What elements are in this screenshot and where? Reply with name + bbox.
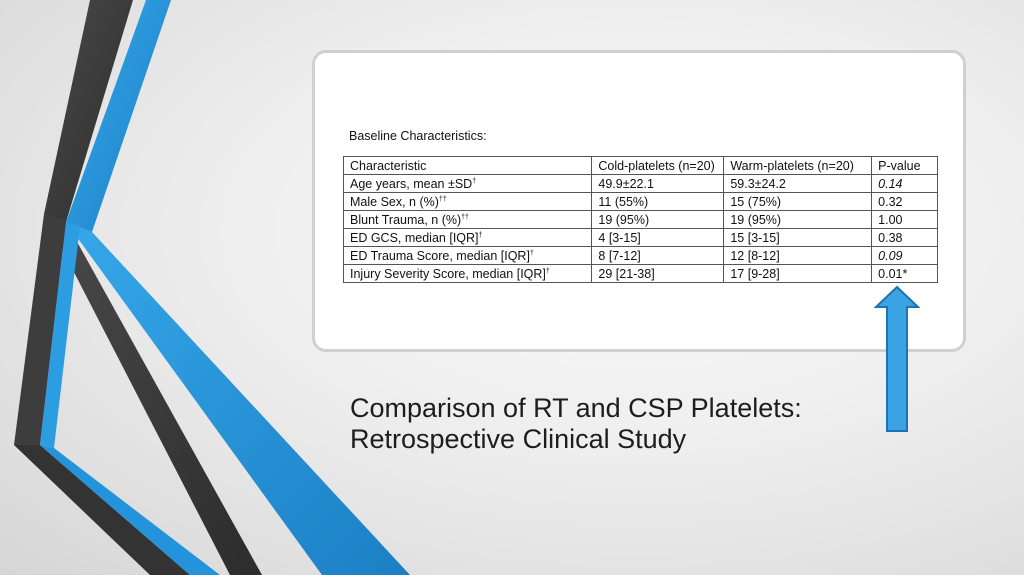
row-label: Blunt Trauma, n (%) xyxy=(350,212,462,227)
dark-stripe-upper xyxy=(44,0,133,222)
slide-title-line-2: Retrospective Clinical Study xyxy=(350,424,687,454)
table-header-row: Characteristic Cold-platelets (n=20) War… xyxy=(342,156,938,175)
table-row: Age years, mean ±SD† 49.9±22.1 59.3±24.2… xyxy=(342,174,938,193)
p-value: 1.00 xyxy=(871,210,938,229)
warm-value: 15 (75%) xyxy=(723,192,873,211)
p-value: 0.14 xyxy=(871,174,938,193)
footnote-marker: †† xyxy=(438,195,447,203)
header-characteristic: Characteristic xyxy=(342,156,593,175)
footnote-marker: † xyxy=(478,231,483,239)
p-value: 0.01* xyxy=(871,264,938,283)
p-value: 0.38 xyxy=(871,228,938,247)
p-value: 0.09 xyxy=(871,246,938,265)
cold-value: 49.9±22.1 xyxy=(591,174,725,193)
cold-value: 8 [7-12] xyxy=(591,246,725,265)
table-row: Injury Severity Score, median [IQR]† 29 … xyxy=(342,264,938,283)
blue-stripe-lower xyxy=(40,445,220,575)
header-p-value: P-value xyxy=(871,156,938,175)
warm-value: 12 [8-12] xyxy=(723,246,873,265)
warm-value: 19 (95%) xyxy=(723,210,873,229)
row-label: ED GCS, median [IQR] xyxy=(350,230,479,245)
row-label-cell: Blunt Trauma, n (%)†† xyxy=(342,210,593,229)
p-value: 0.32 xyxy=(871,192,938,211)
table-row: Male Sex, n (%)†† 11 (55%) 15 (75%) 0.32 xyxy=(342,192,938,211)
dark-stripe-diagonal xyxy=(44,214,262,575)
blue-stripe-vertical xyxy=(40,222,80,448)
row-label: Age years, mean ±SD xyxy=(350,176,473,191)
warm-value: 17 [9-28] xyxy=(723,264,873,283)
table-heading: Baseline Characteristics: xyxy=(349,129,487,143)
slide-title-line-1: Comparison of RT and CSP Platelets: xyxy=(350,393,802,423)
baseline-characteristics-table: Characteristic Cold-platelets (n=20) War… xyxy=(342,156,938,283)
blue-stripe-upper xyxy=(66,0,171,232)
row-label-cell: ED Trauma Score, median [IQR]† xyxy=(342,246,593,265)
cold-value: 29 [21-38] xyxy=(591,264,725,283)
footnote-marker: † xyxy=(545,267,550,275)
warm-value: 59.3±24.2 xyxy=(723,174,873,193)
header-cold-platelets: Cold-platelets (n=20) xyxy=(591,156,725,175)
table-row: ED Trauma Score, median [IQR]† 8 [7-12] … xyxy=(342,246,938,265)
header-warm-platelets: Warm-platelets (n=20) xyxy=(723,156,873,175)
row-label-cell: Age years, mean ±SD† xyxy=(342,174,593,193)
dark-stripe-vertical xyxy=(14,214,66,445)
footnote-marker: † xyxy=(529,249,534,257)
row-label: Injury Severity Score, median [IQR] xyxy=(350,266,546,281)
warm-value: 15 [3-15] xyxy=(723,228,873,247)
blue-stripe-diagonal xyxy=(66,222,410,575)
row-label-cell: Male Sex, n (%)†† xyxy=(342,192,593,211)
row-label-cell: ED GCS, median [IQR]† xyxy=(342,228,593,247)
row-label-cell: Injury Severity Score, median [IQR]† xyxy=(342,264,593,283)
table-row: Blunt Trauma, n (%)†† 19 (95%) 19 (95%) … xyxy=(342,210,938,229)
cold-value: 4 [3-15] xyxy=(591,228,725,247)
row-label: Male Sex, n (%) xyxy=(350,194,439,209)
table-row: ED GCS, median [IQR]† 4 [3-15] 15 [3-15]… xyxy=(342,228,938,247)
cold-value: 11 (55%) xyxy=(591,192,725,211)
footnote-marker: †† xyxy=(461,213,469,221)
footnote-marker: † xyxy=(472,177,477,185)
slide-title: Comparison of RT and CSP Platelets: Retr… xyxy=(350,393,802,455)
dark-stripe-lower xyxy=(14,445,190,575)
cold-value: 19 (95%) xyxy=(591,210,725,229)
up-arrow-icon xyxy=(874,285,920,432)
row-label: ED Trauma Score, median [IQR] xyxy=(350,248,530,263)
